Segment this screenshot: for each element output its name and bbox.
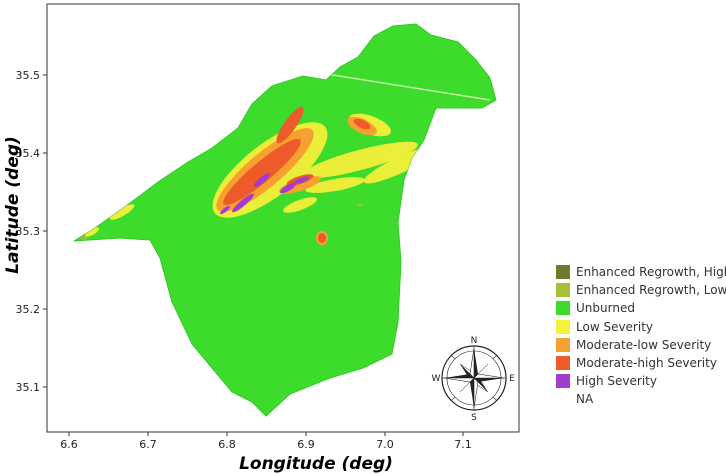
legend-item: Enhanced Regrowth, High (556, 263, 726, 281)
plot-frame (46, 3, 520, 433)
legend-label: Enhanced Regrowth, Low (576, 283, 726, 298)
study-region (73, 23, 497, 417)
x-tick-label: 6.6 (60, 438, 78, 451)
road-line (313, 71, 491, 101)
legend-label: Moderate-low Severity (576, 337, 712, 352)
y-tick-label: 35.1 (16, 381, 41, 394)
y-tick-label: 35.5 (16, 69, 41, 82)
compass-w: W (432, 374, 441, 384)
legend-item: High Severity (556, 372, 726, 390)
y-tick-label: 35.2 (16, 303, 41, 316)
y-axis: 35.5 35.4 35.3 35.2 35.1 (16, 69, 47, 394)
legend-item: Unburned (556, 299, 726, 317)
x-axis-title: Longitude (deg) (239, 454, 393, 474)
legend-swatch (556, 265, 570, 280)
x-tick-label: 7.1 (454, 438, 472, 451)
legend-label: High Severity (576, 374, 657, 389)
compass-n: N (471, 336, 478, 346)
y-axis-title: Latitude (deg) (3, 136, 23, 274)
legend-item: Moderate-low Severity (556, 336, 726, 354)
y-tick-label: 35.3 (16, 225, 41, 238)
compass-e: E (509, 374, 515, 384)
legend-item: Moderate-high Severity (556, 354, 726, 372)
legend-swatch (556, 319, 570, 334)
legend-label: Unburned (576, 301, 635, 316)
legend-swatch (556, 283, 570, 298)
legend-item: Enhanced Regrowth, Low (556, 281, 726, 299)
legend-label: Enhanced Regrowth, High (576, 265, 726, 280)
legend-label: NA (576, 392, 594, 407)
x-tick-label: 6.7 (139, 438, 157, 451)
compass-rose-icon: N S E W (432, 336, 516, 423)
x-tick-label: 6.8 (218, 438, 236, 451)
x-tick-label: 7.0 (376, 438, 394, 451)
legend-swatch (556, 301, 570, 316)
legend-label: Low Severity (576, 319, 654, 334)
high-severity-patches (220, 173, 310, 215)
x-axis: 6.6 6.7 6.8 6.9 7.0 7.1 (60, 432, 472, 451)
legend-swatch (556, 356, 570, 371)
regrowth-patches (80, 203, 363, 240)
legend-label: Moderate-high Severity (576, 356, 717, 371)
legend-swatch (556, 374, 570, 389)
legend-swatch (556, 392, 570, 406)
legend-swatch (556, 337, 570, 352)
legend-item: NA (556, 390, 726, 408)
legend: Enhanced Regrowth, High Enhanced Regrowth… (556, 263, 726, 409)
legend-item: Low Severity (556, 318, 726, 336)
x-tick-label: 6.9 (297, 438, 315, 451)
compass-s: S (471, 413, 477, 423)
y-tick-label: 35.4 (16, 147, 41, 160)
